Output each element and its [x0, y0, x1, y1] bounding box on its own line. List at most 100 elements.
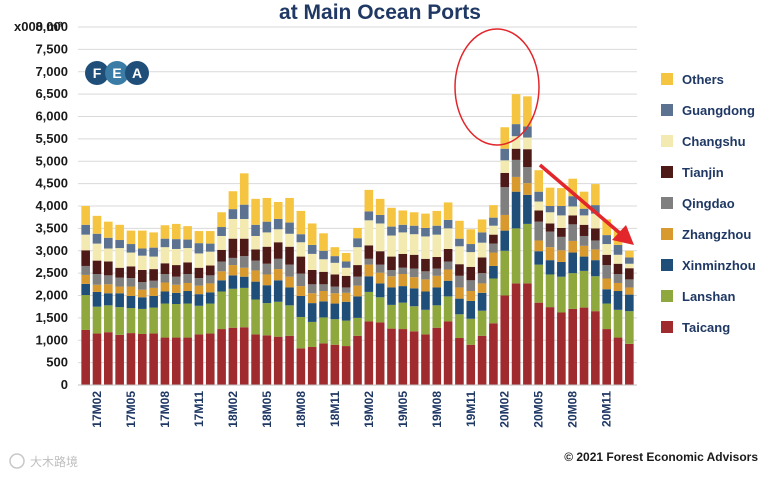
bar-segment-guangdong-19m09 — [443, 219, 453, 229]
legend-swatch-xinminzhou — [661, 259, 673, 271]
bar-segment-zhangzhou-17m03 — [104, 284, 113, 294]
bar-segment-taicang-20m06 — [545, 307, 555, 385]
bar-segment-lanshan-20m02 — [500, 250, 510, 296]
bar-segment-qingdao-19m11 — [466, 280, 476, 292]
bar-segment-lanshan-20m06 — [545, 274, 555, 308]
bar-segment-others-17m12 — [205, 231, 215, 244]
bar-segment-others-17m01 — [81, 206, 90, 225]
bar-segment-qingdao-17m09 — [171, 276, 181, 285]
bar-segment-taicang-18m08 — [296, 348, 306, 385]
bar-segment-zhangzhou-19m09 — [443, 269, 453, 281]
bar-segment-tianjin-17m11 — [194, 267, 204, 279]
bar-segment-zhangzhou-19m03 — [375, 272, 385, 284]
bar-segment-tianjin-19m02 — [364, 245, 374, 259]
bar-segment-xinminzhou-19m01 — [353, 296, 362, 318]
bar-segment-xinminzhou-17m02 — [92, 291, 102, 307]
bar-segment-tianjin-19m10 — [455, 264, 464, 276]
bar-segment-guangdong-17m01 — [81, 224, 90, 235]
bar-segment-others-17m03 — [104, 221, 113, 238]
bar-segment-guangdong-17m08 — [160, 238, 170, 248]
bar-segment-guangdong-17m12 — [205, 243, 215, 252]
bar-segment-zhangzhou-17m08 — [160, 282, 170, 292]
bar-segment-tianjin-20m07 — [557, 227, 566, 237]
fea-logo: F E A — [85, 61, 149, 85]
legend-label-xinminzhou: Xinminzhou — [682, 258, 756, 273]
bar-segment-tianjin-18m03 — [239, 238, 249, 257]
bar-segment-tianjin-17m12 — [205, 265, 215, 276]
bar-segment-lanshan-19m08 — [432, 305, 442, 328]
bar-segment-changshu-17m06 — [137, 255, 147, 270]
bar-segment-tianjin-18m06 — [273, 242, 283, 259]
bar-segment-tianjin-20m11 — [602, 254, 611, 266]
bar-segment-others-19m04 — [387, 207, 396, 227]
y-axis-ticks: 0 500 1,000 1,500 2,000 2,500 3,000 3,500 4,000 4… — [35, 19, 68, 392]
bar-segment-taicang-20m12 — [613, 337, 623, 385]
bar-segment-lanshan-17m10 — [183, 303, 192, 338]
bar-segment-others-17m11 — [194, 231, 204, 244]
bar-segment-tianjin-19m09 — [443, 248, 453, 262]
bar-segment-tianjin-17m08 — [160, 263, 170, 275]
logo-letter-a: A — [132, 65, 142, 81]
bar-segment-guangdong-18m05 — [262, 221, 272, 233]
bar-segment-tianjin-20m03 — [511, 148, 521, 160]
bar-segment-qingdao-17m02 — [92, 274, 102, 285]
bar-segment-xinminzhou-19m02 — [364, 276, 374, 292]
bar-segment-others-17m10 — [183, 226, 192, 240]
bar-segment-zhangzhou-18m12 — [341, 292, 351, 302]
bar-segment-changshu-19m09 — [443, 228, 453, 249]
bar-segment-others-20m04 — [523, 96, 532, 127]
bar-segment-qingdao-17m01 — [81, 265, 90, 275]
bar-segment-changshu-20m10 — [591, 213, 600, 229]
bar-segment-guangdong-18m04 — [251, 224, 260, 236]
bar-segment-tianjin-17m07 — [149, 269, 158, 281]
bar-segment-changshu-17m12 — [205, 251, 215, 266]
bar-segment-lanshan-19m04 — [387, 304, 396, 329]
bar-segment-zhangzhou-19m05 — [398, 274, 408, 287]
bar-segment-changshu-20m07 — [557, 215, 566, 228]
y-tick-label: 500 — [46, 355, 68, 370]
bar-segment-tianjin-17m02 — [92, 260, 102, 275]
bar-segment-tianjin-19m08 — [432, 257, 442, 269]
bar-segment-qingdao-17m05 — [126, 278, 136, 287]
bar-segment-changshu-20m08 — [568, 206, 578, 216]
bar-segment-changshu-18m09 — [307, 253, 317, 270]
bar-segment-xinminzhou-20m11 — [602, 289, 611, 304]
bar-segment-guangdong-20m08 — [568, 196, 578, 207]
bar-segment-qingdao-20m12 — [613, 274, 623, 283]
legend-swatch-qingdao — [661, 197, 673, 209]
bar-segment-changshu-19m04 — [387, 235, 396, 257]
bar-segment-xinminzhou-19m09 — [443, 280, 453, 297]
bar-segment-tianjin-17m03 — [104, 261, 113, 276]
bar-segment-guangdong-20m03 — [511, 124, 521, 137]
bar-segment-lanshan-19m01 — [353, 317, 362, 336]
legend-swatch-guangdong — [661, 104, 673, 116]
bar-segment-taicang-19m12 — [477, 335, 487, 385]
bar-segment-changshu-17m05 — [126, 252, 136, 267]
bar-segment-lanshan-18m11 — [330, 319, 340, 345]
bar-segment-zhangzhou-19m12 — [477, 283, 487, 293]
bar-segment-lanshan-18m10 — [319, 317, 328, 344]
y-tick-label: 4,000 — [35, 198, 68, 213]
bar-segment-zhangzhou-20m03 — [511, 176, 521, 192]
bar-segment-others-18m07 — [285, 197, 294, 223]
bar-segment-qingdao-18m01 — [217, 261, 226, 272]
bar-segment-lanshan-17m08 — [160, 303, 170, 338]
bar-segment-others-17m05 — [126, 230, 136, 245]
bar-segment-xinminzhou-20m01 — [489, 265, 498, 279]
bar-segment-qingdao-20m10 — [591, 240, 600, 250]
bar-segment-tianjin-20m02 — [500, 172, 510, 188]
bar-segment-lanshan-21m01 — [625, 311, 634, 344]
bar-segment-xinminzhou-18m08 — [296, 295, 306, 317]
bar-segment-lanshan-20m11 — [602, 303, 611, 330]
bar-segment-guangdong-20m02 — [500, 148, 510, 161]
x-tick-label: 19M05 — [396, 391, 410, 428]
bar-segment-changshu-17m07 — [149, 256, 158, 270]
bar-segment-changshu-19m10 — [455, 246, 464, 265]
x-axis-ticks: 17M02 17M05 17M08 17M11 18M02 18M05 18M08 18M11… — [90, 391, 614, 428]
bar-segment-others-18m11 — [330, 247, 340, 257]
x-tick-label: 17M11 — [192, 391, 206, 427]
x-tick-label: 18M08 — [294, 391, 308, 428]
bar-segment-taicang-17m09 — [171, 337, 181, 385]
bar-segment-qingdao-20m11 — [602, 265, 611, 279]
bar-segment-tianjin-18m12 — [341, 275, 351, 288]
